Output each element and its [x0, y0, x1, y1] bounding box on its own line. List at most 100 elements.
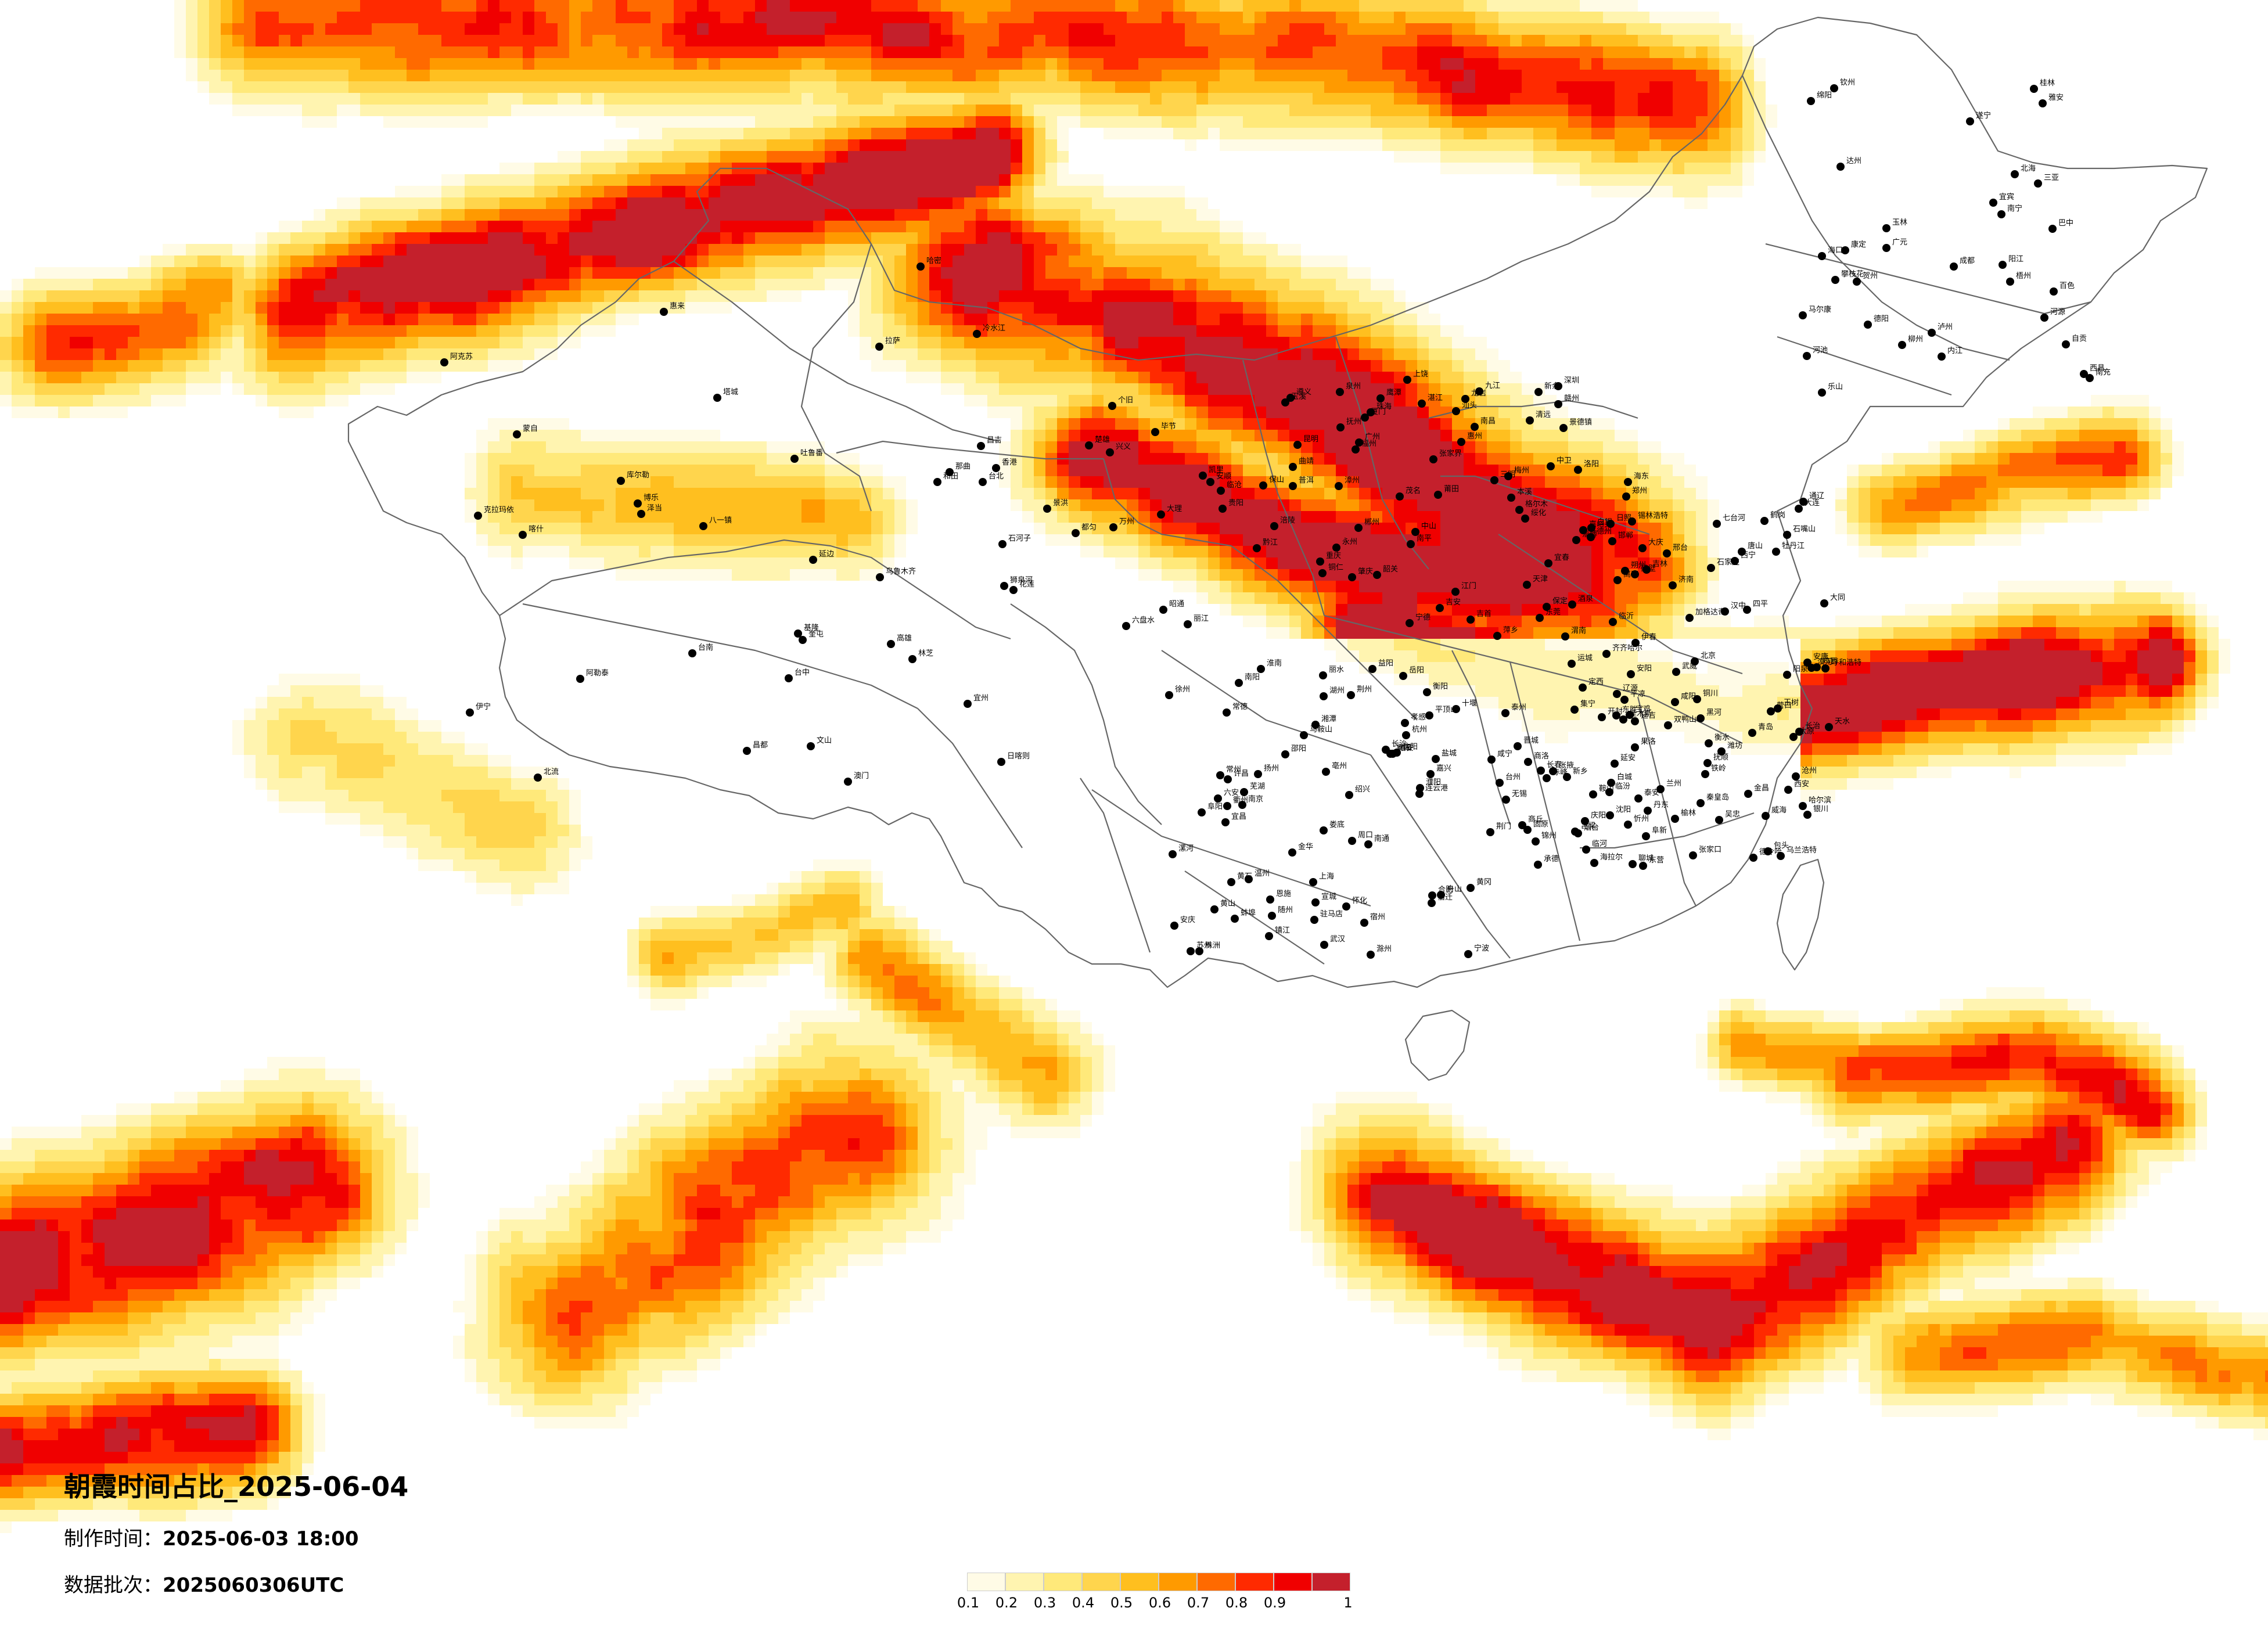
city-marker: 嘉兴: [1426, 764, 1451, 778]
city-label: 绍兴: [1355, 785, 1370, 794]
city-label: 衡水: [1715, 733, 1730, 742]
city-label: 舟山: [1447, 885, 1462, 894]
city-dot: [964, 700, 972, 708]
city-label: 成都: [1960, 257, 1975, 265]
city-label: 石河子: [1008, 534, 1031, 543]
city-label: 连云港: [1425, 783, 1448, 793]
city-dot: [785, 674, 793, 682]
city-dot: [2040, 314, 2048, 322]
city-label: 昌都: [753, 741, 768, 750]
city-dot: [1602, 650, 1611, 658]
province-boundary: [523, 604, 918, 708]
city-marker: 乐山: [1818, 383, 1843, 397]
city-dot: [1085, 441, 1093, 449]
city-dot: [1195, 947, 1203, 955]
city-label: 惠州: [1467, 432, 1482, 441]
city-dot: [1825, 723, 1833, 731]
city-dot: [699, 522, 707, 530]
city-label: 西安: [1794, 780, 1809, 789]
legend-swatch: [1044, 1573, 1082, 1591]
city-label: 日喀则: [1007, 751, 1030, 761]
city-dot: [1223, 708, 1231, 717]
city-marker: 钦州: [1830, 78, 1855, 92]
city-dot: [1713, 520, 1721, 528]
city-label: 哈密: [926, 256, 941, 265]
city-label: 齐齐哈尔: [1612, 643, 1642, 653]
city-dot: [1360, 919, 1368, 927]
province-boundary: [1777, 337, 1951, 395]
city-dot: [1437, 891, 1445, 899]
legend-tick-label: 1: [1343, 1595, 1352, 1611]
city-label: 南通: [1374, 834, 1389, 843]
legend-swatch: [1197, 1573, 1235, 1591]
city-label: 三亚: [2044, 174, 2059, 182]
city-dot: [1669, 581, 1677, 589]
city-dot: [1999, 261, 2007, 269]
city-marker: 黄冈: [1467, 878, 1491, 892]
city-dot: [2030, 85, 2038, 93]
legend-swatch: [1082, 1573, 1120, 1591]
city-label: 酒泉: [1578, 594, 1593, 603]
city-dot: [1807, 97, 1815, 105]
city-dot: [875, 343, 883, 351]
city-marker: 金华: [1288, 842, 1313, 857]
city-dot: [1767, 707, 1775, 715]
city-dot: [992, 464, 1000, 472]
city-dot: [1544, 559, 1552, 567]
legend-swatch: [1312, 1573, 1350, 1591]
city-dot: [1624, 478, 1632, 486]
city-marker: 芜湖: [1240, 782, 1265, 796]
city-marker: 雅安: [2039, 93, 2064, 107]
city-label: 鹰潭: [1386, 388, 1401, 397]
city-label: 新乡: [1573, 767, 1588, 776]
city-dot: [1000, 582, 1008, 590]
city-label: 安庆: [1180, 916, 1195, 924]
city-label: 张掖: [1559, 761, 1574, 770]
city-label: 玉溪: [1291, 393, 1306, 401]
city-label: 大庆: [1648, 538, 1663, 547]
city-label: 泰州: [1511, 703, 1526, 712]
city-dot: [1783, 531, 1791, 539]
city-marker: 绍兴: [1345, 785, 1370, 799]
city-marker: 河源: [2040, 308, 2065, 322]
city-marker: 延安: [1611, 754, 1636, 768]
city-dot: [1537, 767, 1545, 775]
city-label: 都匀: [1081, 523, 1097, 532]
city-label: 中卫: [1557, 456, 1572, 465]
city-label: 青岛: [1758, 722, 1773, 732]
city-label: 白城: [1617, 772, 1632, 782]
city-marker: 阳江: [1999, 255, 2023, 269]
city-label: 永州: [1342, 538, 1357, 546]
city-marker: 徐州: [1165, 685, 1190, 699]
city-dot: [1227, 878, 1235, 886]
city-marker: 石河子: [998, 534, 1031, 548]
city-label: 邯郸: [1618, 531, 1633, 540]
city-label: 自贡: [2072, 334, 2087, 343]
city-label: 邵阳: [1291, 744, 1306, 753]
city-dot: [1311, 721, 1320, 729]
city-marker: 德令哈: [1749, 848, 1782, 862]
city-dot: [1487, 756, 1496, 764]
city-dot: [1336, 423, 1345, 431]
city-dot: [1703, 759, 1712, 767]
city-dot: [1717, 747, 1726, 756]
city-label: 周口: [1358, 831, 1373, 840]
city-dot: [1803, 659, 1811, 667]
city-dot: [1316, 557, 1324, 566]
city-dot: [1818, 252, 1826, 260]
legend-swatch: [1235, 1573, 1274, 1591]
city-label: 惠来: [670, 302, 685, 311]
city-dot: [1355, 438, 1363, 447]
city-label: 重庆: [1326, 551, 1341, 560]
city-marker: 塔城: [713, 388, 738, 402]
city-marker: 桂林: [2030, 79, 2055, 93]
city-dot: [1270, 522, 1278, 530]
city-label: 运城: [1577, 654, 1593, 663]
city-marker: 宿州: [1360, 912, 1385, 927]
city-dot: [1631, 717, 1639, 725]
city-dot: [1772, 548, 1780, 556]
city-label: 定西: [1588, 678, 1604, 686]
city-dot: [660, 308, 668, 316]
city-dot: [809, 556, 817, 564]
city-dot: [1467, 616, 1475, 624]
